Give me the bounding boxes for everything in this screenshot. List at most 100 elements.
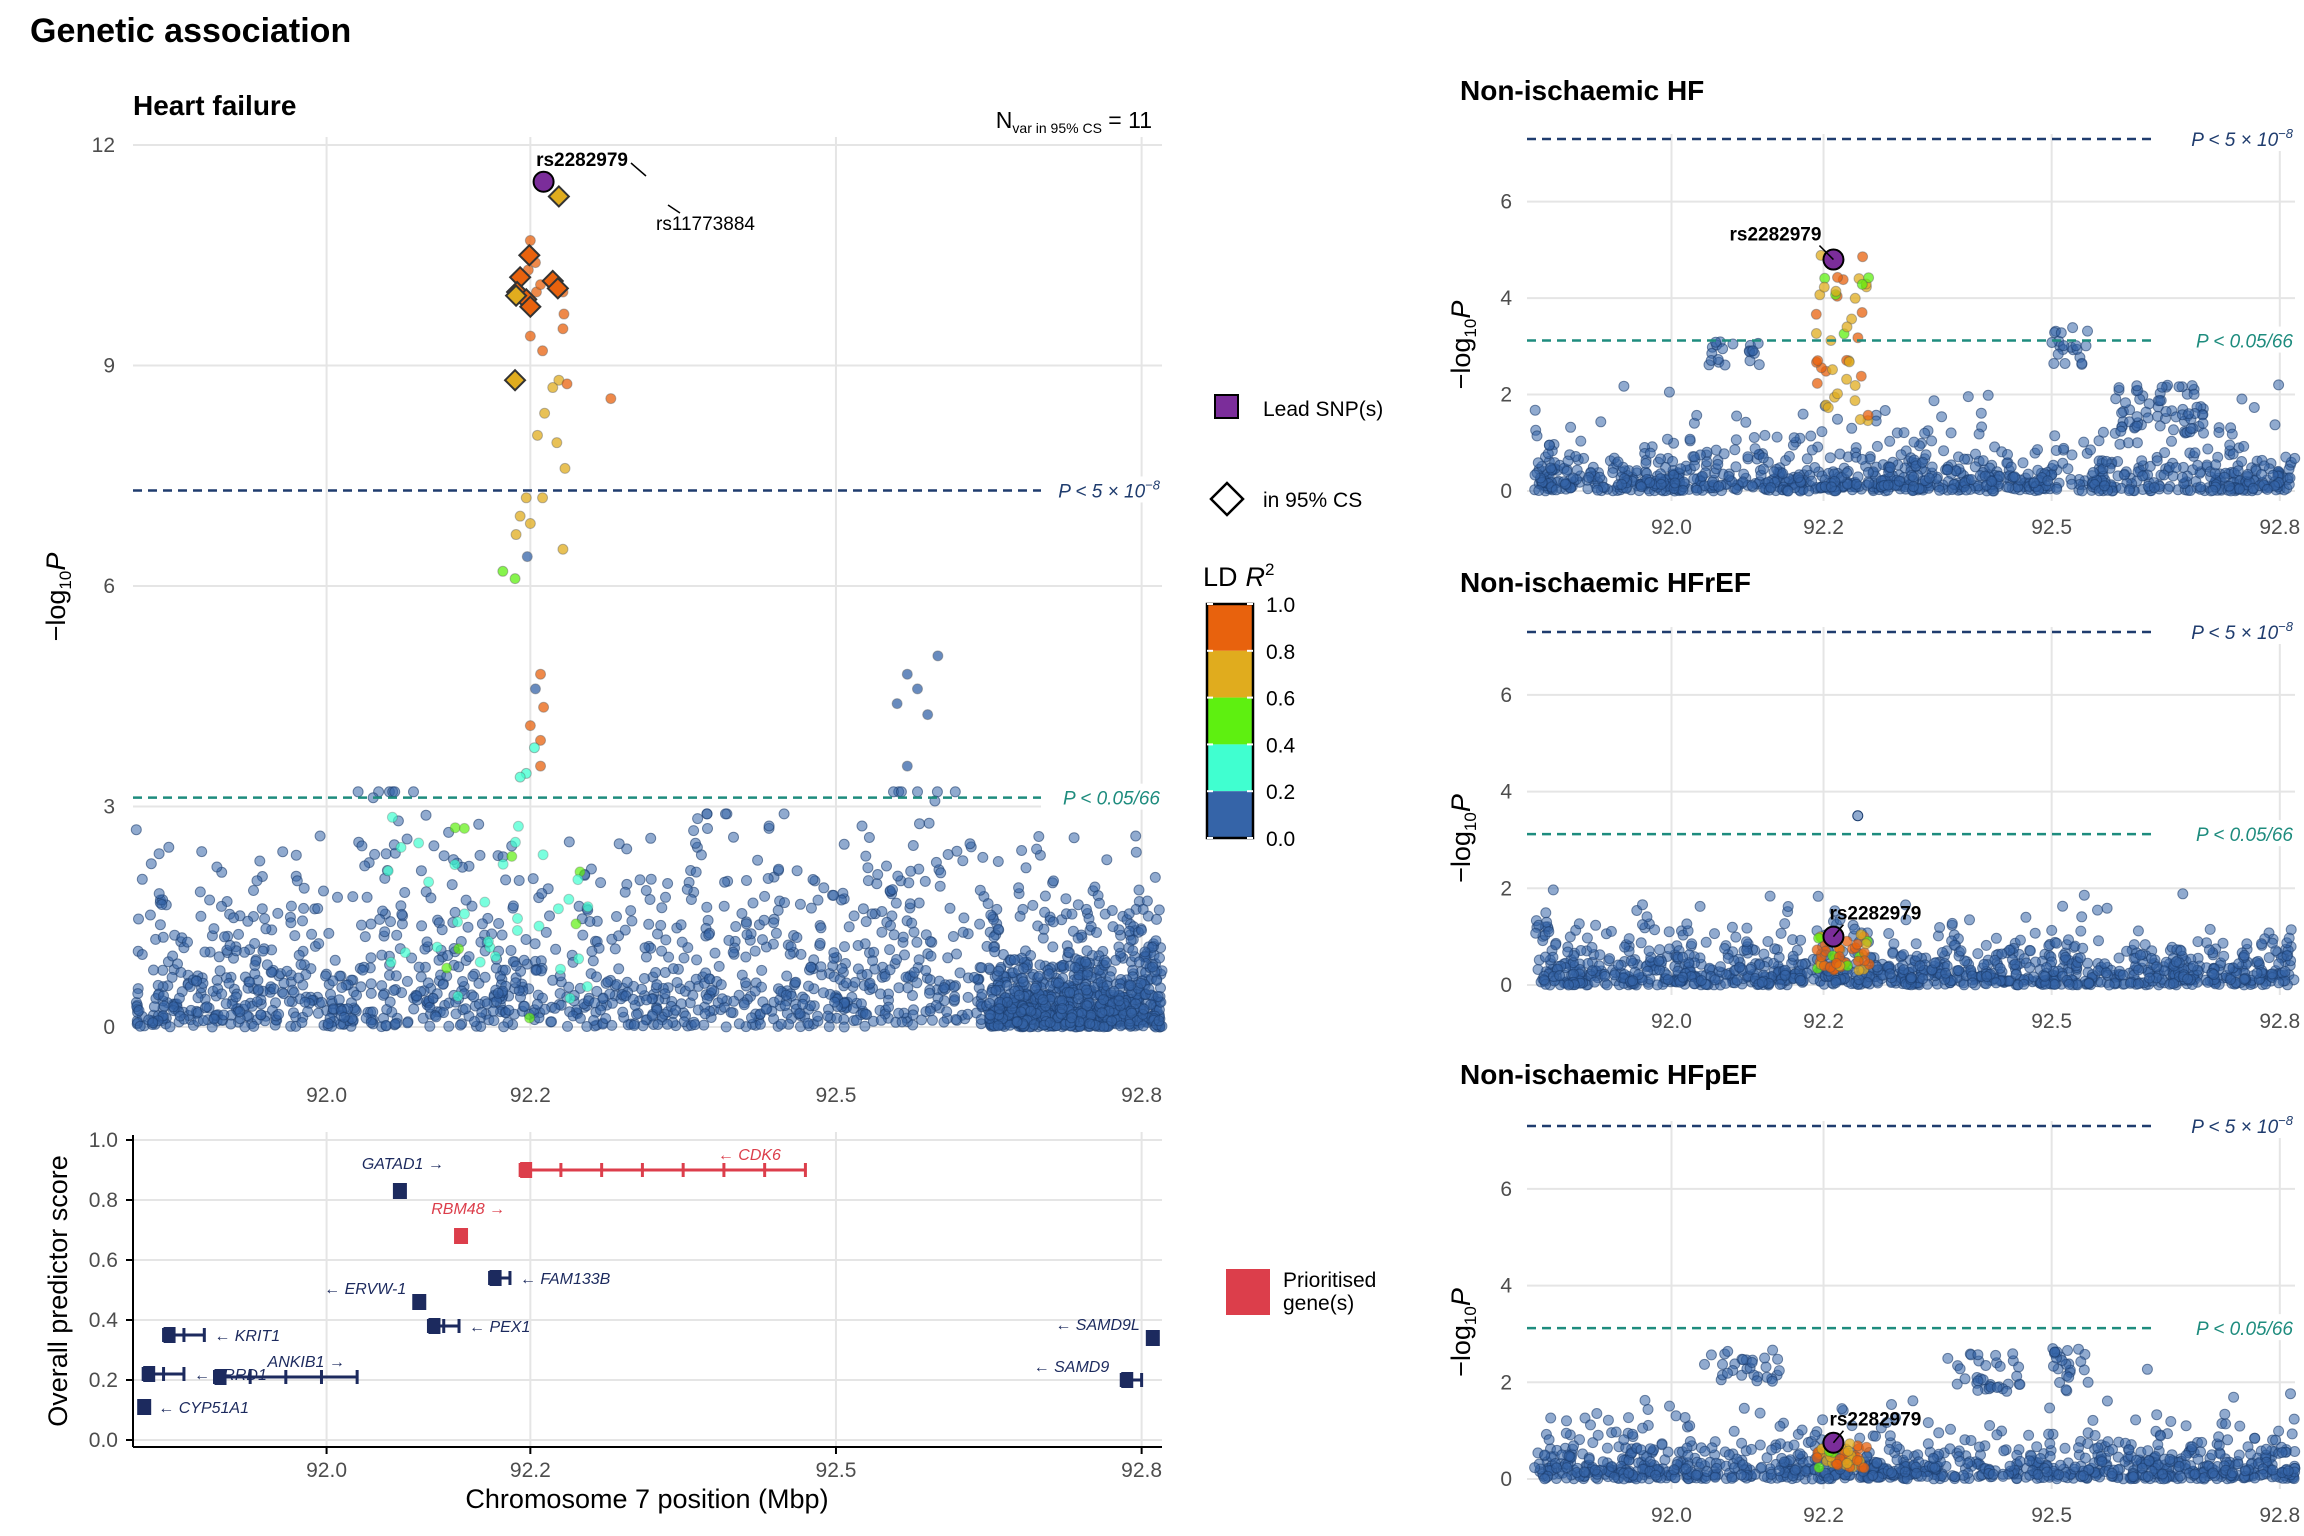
hf-ncs-prefix: N — [996, 107, 1013, 133]
hf-variant-point — [645, 873, 657, 885]
hf-variant-point — [244, 976, 256, 988]
sp0-variant-point — [1753, 359, 1765, 371]
hf-variant-point — [805, 961, 817, 973]
hf-variant-point — [1018, 963, 1029, 974]
hf-variant-point — [552, 903, 564, 915]
sp1-variant-point — [1543, 926, 1555, 938]
hf-variant-point — [964, 838, 976, 850]
sp0-variant-point — [2154, 395, 2166, 407]
hf-variant-point — [836, 963, 848, 974]
hf-signal-point — [535, 668, 547, 680]
hf-variant-point — [606, 1019, 618, 1031]
sp0-variant-point — [2168, 424, 2179, 436]
hf-variant-point — [497, 858, 509, 870]
hf-variant-point — [380, 1020, 392, 1031]
sp0-variant-point — [1816, 426, 1828, 438]
sp0-variant-point — [1575, 435, 1587, 447]
hf-variant-point — [828, 889, 840, 901]
sp1-variant-point — [1934, 922, 1946, 933]
hf-variant-point — [655, 919, 667, 931]
sp1-variant-point — [1609, 969, 1621, 981]
sp0-variant-point — [1749, 443, 1761, 455]
sp1-variant-point — [1888, 938, 1900, 950]
hf-cs-diamond — [547, 185, 571, 208]
hf-variant-point — [388, 985, 400, 996]
hf-variant-point — [913, 897, 925, 909]
hf-variant-point — [201, 1001, 213, 1013]
hf-variant-point — [794, 1008, 806, 1019]
gene-label: ← FAM133B — [520, 1271, 611, 1288]
sp1-variant-point — [2135, 949, 2146, 961]
hf-variant-point — [1080, 956, 1092, 968]
hf-variant-point — [1098, 1021, 1110, 1033]
gene-track-y-tick-label: 0.8 — [89, 1189, 118, 1212]
sp1-variant-point — [1581, 932, 1593, 944]
hf-variant-point — [856, 820, 868, 832]
hf-variant-point — [613, 838, 625, 850]
gene-lrrd1: ← LRRD1 — [141, 1366, 267, 1384]
sp1-variant-point — [2223, 962, 2235, 974]
sp2-y-tick-label: 6 — [1500, 1178, 1512, 1201]
hf-variant-point — [941, 1006, 953, 1018]
hf-variant-point — [838, 1021, 850, 1033]
sp0-x-tick-label: 92.5 — [2031, 516, 2072, 539]
sp0-variant-point — [1841, 467, 1853, 479]
sp0-variant-point — [2110, 393, 2122, 405]
sp1-lead-label: rs2282979 — [1829, 904, 1921, 925]
sp1-variant-point — [1972, 948, 1984, 960]
sp0-signal-point — [1849, 292, 1861, 304]
hf-variant-point — [365, 1017, 377, 1028]
hf-variant-point — [716, 993, 728, 1005]
sp1-variant-point — [1884, 968, 1896, 980]
hf-y-tick-label: 9 — [103, 355, 115, 378]
sp1-variant-point — [1563, 979, 1575, 991]
gene-exon-block — [143, 1366, 156, 1382]
hf-variant-point — [754, 1018, 766, 1030]
hf-variant-point — [740, 977, 751, 989]
hf-variant-point — [384, 996, 396, 1008]
hf-variant-point — [699, 1008, 711, 1020]
hf-variant-point — [1080, 903, 1092, 915]
sp1-variant-point — [1605, 925, 1617, 937]
hf-variant-point — [289, 930, 301, 942]
hf-variant-point — [1133, 884, 1145, 896]
gene-track-x-tick-label: 92.0 — [306, 1459, 347, 1482]
sp1-variant-point — [1653, 955, 1665, 967]
sp1-variant-point — [2192, 936, 2204, 948]
sp0-variant-point — [2154, 420, 2166, 432]
hf-variant-point — [336, 982, 348, 993]
gene-label: ← PEX1 — [469, 1319, 530, 1336]
hf-variant-point — [807, 874, 819, 885]
sp1-variant-point — [1601, 979, 1613, 991]
hf-variant-point — [365, 987, 377, 999]
hf-signal-point — [524, 330, 536, 342]
hf-variant-point — [288, 987, 300, 998]
sp0-variant-point — [2058, 442, 2070, 454]
hf-variant-point — [164, 1021, 176, 1033]
hf-variant-point — [688, 825, 700, 837]
hf-signal-point — [537, 492, 549, 504]
sp0-variant-point — [2051, 483, 2063, 495]
hf-variant-point — [720, 808, 731, 820]
sp1-title: Non-ischaemic HFrEF — [1460, 567, 1751, 598]
hf-variant-point — [216, 900, 227, 912]
sp0-signal-point — [1810, 328, 1822, 339]
hf-variant-point — [520, 934, 532, 945]
sp0-variant-point — [2131, 420, 2143, 432]
hf-variant-point — [602, 976, 614, 988]
sp1-variant-point — [1779, 969, 1791, 981]
sp0-variant-point — [2256, 468, 2267, 480]
x-axis-label: Chromosome 7 position (Mbp) — [465, 1484, 828, 1514]
hf-variant-point — [298, 882, 310, 894]
hf-variant-point — [401, 833, 413, 845]
hf-variant-point — [382, 865, 394, 877]
hf-variant-point — [848, 910, 860, 922]
hf-variant-point — [723, 934, 735, 946]
sp2-x-tick-label: 92.5 — [2031, 1504, 2072, 1527]
hf-variant-point — [1066, 908, 1078, 920]
hf-variant-point — [741, 929, 753, 941]
sp1-variant-point — [2039, 970, 2051, 982]
hf-variant-point — [145, 858, 157, 870]
hf-variant-point — [1108, 985, 1120, 997]
